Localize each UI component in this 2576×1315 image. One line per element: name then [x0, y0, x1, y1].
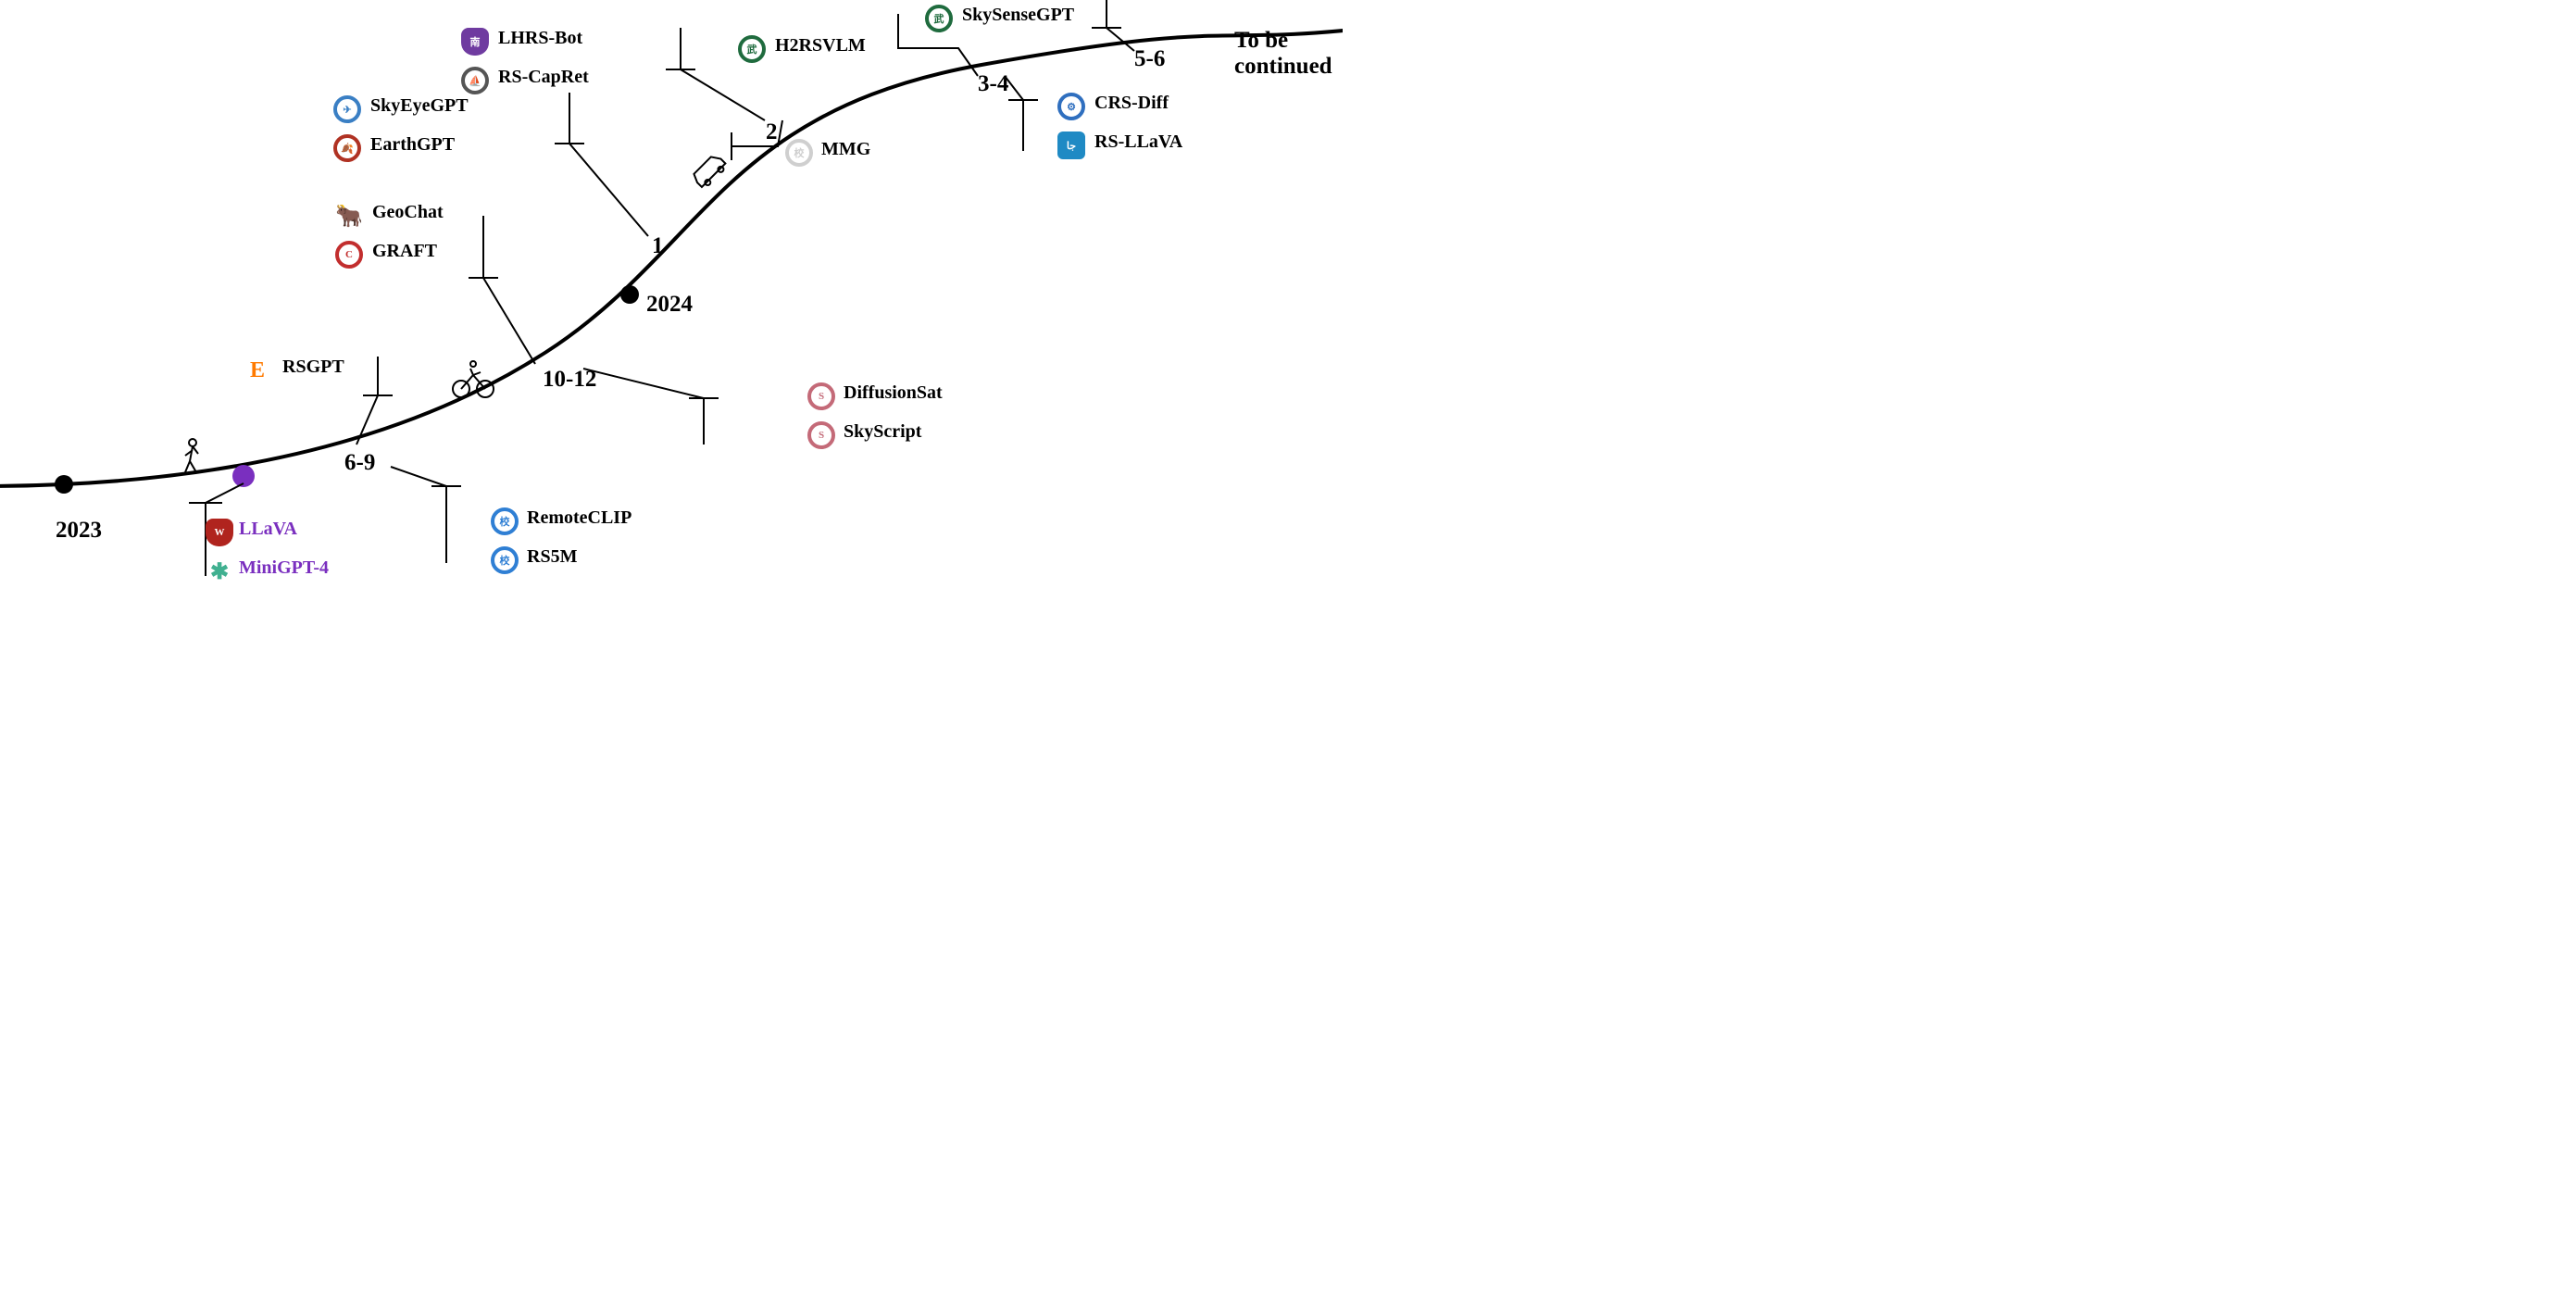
timeline-dot-2023	[55, 475, 73, 494]
model-label-skyeyegpt: SkyEyeGPT	[370, 95, 469, 117]
tick-label-1: 1	[652, 233, 664, 259]
model-label-h2rsvlm: H2RSVLM	[775, 35, 866, 56]
end-label-line1: To be	[1234, 28, 1288, 54]
model-label-geochat: GeoChat	[372, 202, 444, 223]
logo-lhrs-bot-icon: 南	[461, 28, 489, 56]
model-label-lhrs-bot: LHRS-Bot	[498, 28, 582, 49]
connector-5	[569, 93, 648, 236]
branch-caps	[189, 28, 1121, 503]
model-label-crs-diff: CRS-Diff	[1094, 93, 1169, 114]
logo-rs-capret-icon: ⛵	[461, 67, 489, 94]
logo-h2rsvlm-icon: 武	[738, 35, 766, 63]
model-label-skysensegpt: SkySenseGPT	[962, 5, 1074, 26]
model-label-earthgpt: EarthGPT	[370, 134, 455, 156]
logo-earthgpt-icon: 🍂	[333, 134, 361, 162]
tick-label-2: 2	[766, 119, 778, 145]
logo-minigpt-4-icon: ✱	[206, 557, 233, 585]
logo-graft-icon: C	[335, 241, 363, 269]
logo-skyscript-icon: S	[807, 421, 835, 449]
end-label-line2: continued	[1234, 54, 1332, 80]
tick-label-2023: 2023	[56, 518, 102, 544]
timeline-dot-2024	[620, 285, 639, 304]
logo-crs-diff-icon: ⚙	[1057, 93, 1085, 120]
model-label-llava: LLaVA	[239, 519, 297, 540]
tick-label-3-4: 3-4	[978, 71, 1008, 97]
model-label-graft: GRAFT	[372, 241, 437, 262]
model-label-mmg: MMG	[821, 139, 870, 160]
logo-skyeyegpt-icon: ✈	[333, 95, 361, 123]
logo-remoteclip-icon: 校	[491, 507, 519, 535]
connector-4	[583, 369, 704, 445]
model-label-rs5m: RS5M	[527, 546, 577, 568]
logo-geochat-icon: 🐂	[335, 202, 363, 230]
logo-llava-icon: W	[206, 519, 233, 546]
walking-icon	[185, 439, 198, 472]
timeline-diagram: 2023 6-9 10-12 2024 1 2 3-4 5-6 LLaVA W MiniGPT-4…	[0, 0, 1343, 685]
model-label-rs-capret: RS-CapRet	[498, 67, 589, 88]
connector-2	[391, 467, 446, 563]
logo-skysensegpt-icon: 武	[925, 5, 953, 32]
tick-label-6-9: 6-9	[344, 450, 375, 476]
logo-diffusionsat-icon: S	[807, 382, 835, 410]
model-label-remoteclip: RemoteCLIP	[527, 507, 631, 529]
logo-rsgpt-icon: E	[244, 357, 271, 384]
model-label-minigpt-4: MiniGPT-4	[239, 557, 329, 579]
connector-3	[483, 216, 535, 364]
model-label-skyscript: SkyScript	[844, 421, 921, 443]
car-icon	[692, 153, 729, 190]
tick-label-5-6: 5-6	[1134, 46, 1165, 72]
model-label-rsgpt: RSGPT	[282, 357, 344, 378]
tick-label-10-12: 10-12	[543, 367, 596, 393]
logo-rs-llava-icon: جا	[1057, 132, 1085, 159]
model-label-diffusionsat: DiffusionSat	[844, 382, 943, 404]
logo-mmg-icon: 校	[785, 139, 813, 167]
tick-label-2024: 2024	[646, 292, 693, 318]
logo-rs5m-icon: 校	[491, 546, 519, 574]
model-label-rs-llava: RS-LLaVA	[1094, 132, 1182, 153]
